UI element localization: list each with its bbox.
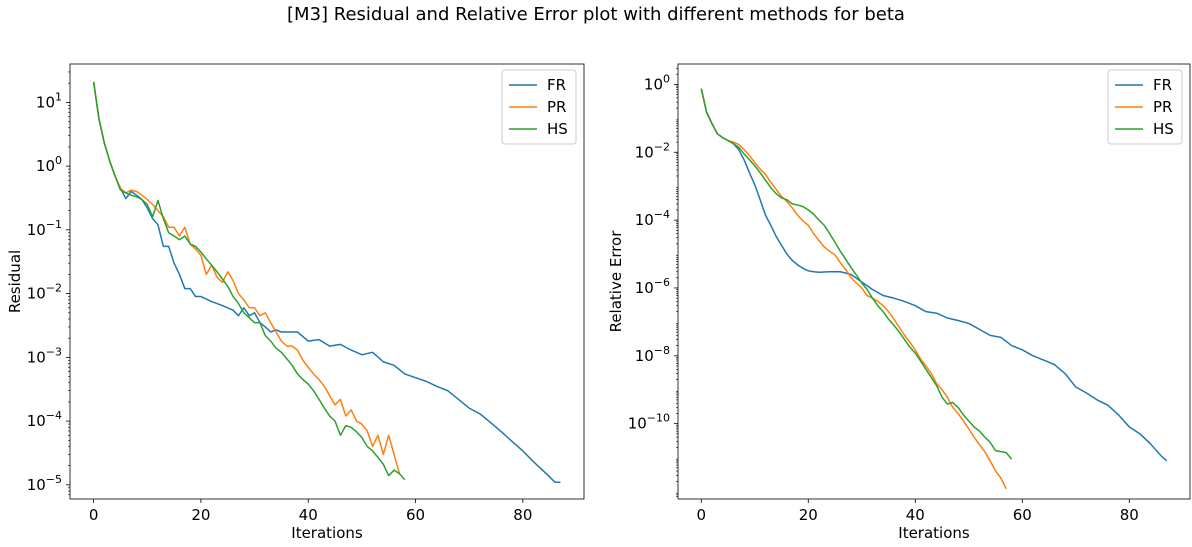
residual-x-tick-label: 40 — [299, 506, 318, 524]
residual-x-tick-label: 80 — [513, 506, 532, 524]
residual-legend — [501, 69, 577, 145]
relative-error-legend — [1107, 69, 1183, 145]
residual-y-tick-label: 10−3 — [27, 345, 62, 366]
relative-error-y-tick-label: 10−10 — [628, 412, 670, 433]
relative-error-x-axis-label: Iterations — [898, 524, 970, 542]
residual-y-tick-label: 10−1 — [27, 218, 62, 239]
residual-x-tick-label: 20 — [191, 506, 210, 524]
residual-axes-frame — [69, 63, 585, 500]
residual-x-tick-label: 0 — [89, 506, 99, 524]
residual-x-axis-label: Iterations — [291, 524, 363, 542]
relative-error-subplot: 0 20 40 60 80 10−10 10−8 10−6 10−4 10−2 100 Iterati… — [607, 63, 1191, 542]
relative-error-y-tick-label: 100 — [644, 72, 670, 93]
residual-y-tick-label: 100 — [36, 154, 62, 175]
relative-error-y-tick-label: 10−4 — [635, 208, 670, 229]
relative-error-y-tick-label: 10−2 — [635, 140, 670, 161]
residual-subplot: 0 20 40 60 80 10−5 10−4 10−3 10−2 10−1 100 101 Itera… — [6, 63, 585, 542]
relative-error-y-tick-label: 10−6 — [635, 276, 670, 297]
figure-suptitle: [M3] Residual and Relative Error plot wi… — [287, 4, 905, 25]
relative-error-legend-label-hs: HS — [1153, 120, 1174, 138]
relative-error-axes-frame — [677, 63, 1191, 500]
residual-y-tick-label: 10−2 — [27, 282, 62, 303]
residual-y-tick-label: 10−5 — [27, 473, 62, 494]
residual-legend-label-fr: FR — [547, 76, 566, 94]
residual-series-pr-line — [92, 81, 401, 474]
residual-series-fr-line — [92, 81, 561, 483]
relative-error-y-tick-label: 10−8 — [635, 344, 670, 365]
residual-y-axis-label: Residual — [6, 250, 24, 313]
relative-error-legend-label-pr: PR — [1153, 98, 1172, 116]
relative-error-x-tick-label: 80 — [1120, 506, 1139, 524]
relative-error-y-axis-label: Relative Error — [607, 230, 625, 333]
residual-legend-label-hs: HS — [547, 120, 568, 138]
relative-error-series-pr-line — [700, 88, 1007, 490]
relative-error-x-tick-label: 40 — [906, 506, 925, 524]
residual-series-hs-line — [92, 81, 406, 481]
relative-error-x-tick-label: 20 — [799, 506, 818, 524]
residual-y-tick-label: 10−4 — [27, 409, 62, 430]
relative-error-x-tick-label: 60 — [1013, 506, 1032, 524]
residual-x-tick-label: 60 — [406, 506, 425, 524]
relative-error-legend-label-fr: FR — [1153, 76, 1172, 94]
relative-error-x-tick-label: 0 — [696, 506, 706, 524]
relative-error-series-hs-line — [700, 88, 1013, 460]
residual-legend-label-pr: PR — [547, 98, 566, 116]
residual-y-tick-label: 101 — [36, 90, 62, 111]
relative-error-series-fr-line — [700, 88, 1168, 462]
